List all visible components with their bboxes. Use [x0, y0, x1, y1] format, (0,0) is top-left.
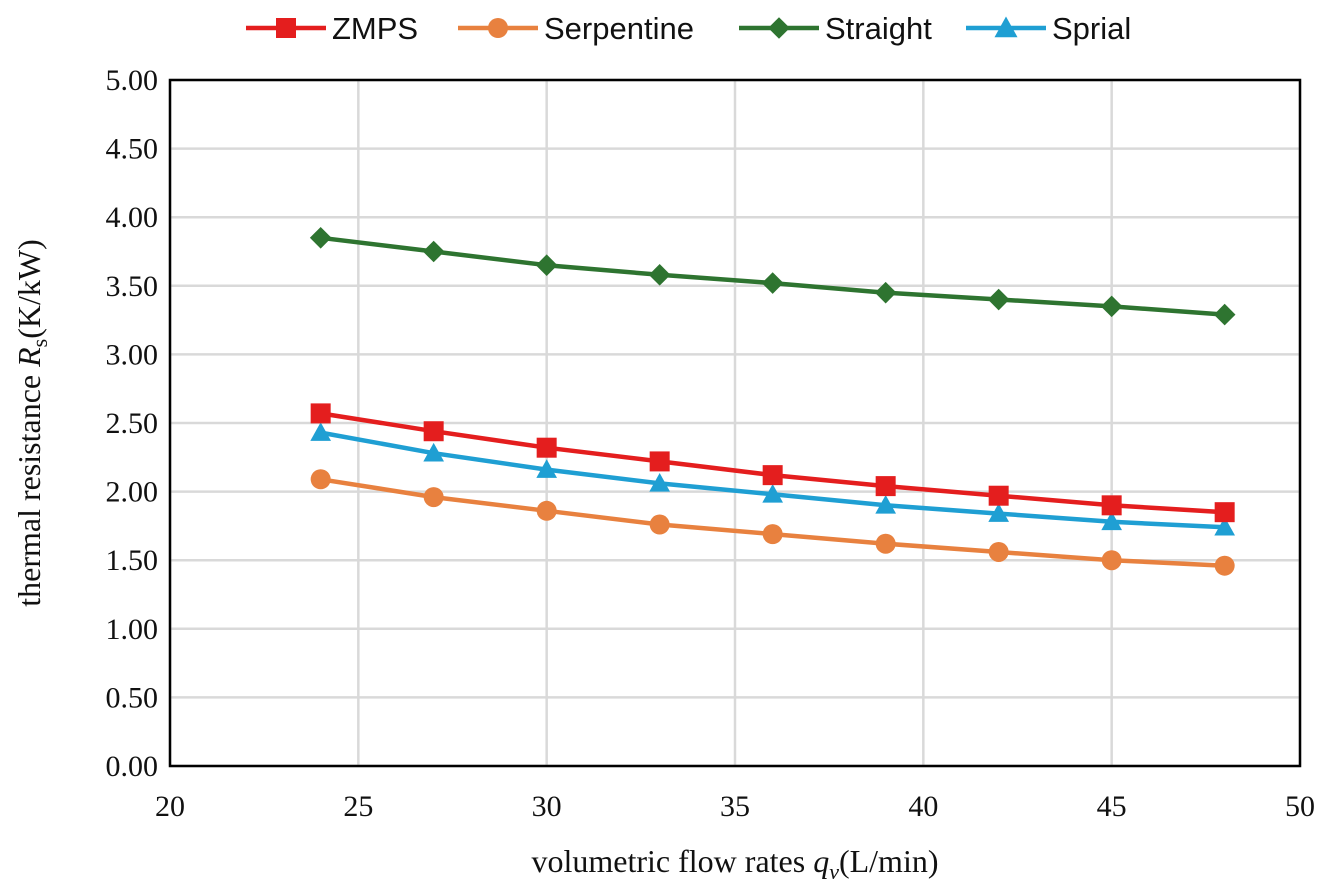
- legend-label: Serpentine: [544, 11, 694, 46]
- x-tick-label: 30: [532, 790, 562, 823]
- data-point: [1100, 295, 1123, 318]
- legend-swatch-marker: [276, 18, 296, 38]
- y-axis-ticks: 0.00 0.50 1.00 1.50 2.00 2.50 3.00 3.50 4.00 4.50…: [106, 64, 159, 783]
- data-point: [649, 514, 670, 535]
- y-tick-label: 3.50: [106, 270, 159, 303]
- data-point: [1101, 495, 1122, 516]
- x-tick-label: 40: [908, 790, 938, 823]
- y-tick-label: 0.00: [106, 750, 159, 783]
- data-point: [988, 485, 1009, 506]
- data-point: [1213, 303, 1236, 326]
- data-point: [422, 240, 445, 263]
- data-point: [762, 465, 783, 486]
- y-tick-label: 1.50: [106, 544, 159, 577]
- y-tick-label: 0.50: [106, 681, 159, 714]
- series-serpentine: [310, 469, 1235, 576]
- data-point: [1214, 555, 1235, 576]
- legend-item-straight: Straight: [739, 11, 932, 46]
- x-axis-title-sub: v: [829, 859, 839, 884]
- data-point: [423, 487, 444, 508]
- data-point: [987, 288, 1010, 311]
- y-tick-label: 4.00: [106, 201, 159, 234]
- data-point: [988, 503, 1010, 522]
- legend-swatch-marker: [488, 18, 508, 38]
- data-point: [762, 524, 783, 545]
- data-point: [423, 421, 444, 442]
- y-axis-title-sub: s: [27, 339, 52, 348]
- y-tick-label: 2.00: [106, 476, 159, 509]
- y-axis-title-suffix: (K/kW): [11, 239, 47, 339]
- y-axis-title-var: R: [11, 347, 47, 368]
- x-axis-title-var: q: [813, 843, 829, 879]
- y-tick-label: 4.50: [106, 133, 159, 166]
- data-point: [649, 473, 671, 492]
- data-point: [648, 264, 671, 286]
- data-point: [423, 442, 445, 462]
- data-point: [536, 500, 557, 521]
- data-point: [875, 494, 897, 514]
- y-tick-label: 1.00: [106, 613, 159, 646]
- legend-swatch-marker: [994, 16, 1018, 38]
- legend-item-zmps: ZMPS: [246, 11, 418, 46]
- x-tick-label: 50: [1285, 790, 1315, 823]
- grid-lines: [168, 78, 1302, 768]
- y-tick-label: 3.00: [106, 338, 159, 371]
- data-point: [1101, 511, 1123, 531]
- y-axis-title: thermal resistance Rs(K/kW): [11, 239, 52, 607]
- x-axis-ticks: 20 25 30 35 40 45 50: [155, 790, 1315, 823]
- x-tick-label: 45: [1097, 790, 1127, 823]
- data-point: [535, 254, 558, 277]
- y-axis-title-prefix: thermal resistance: [11, 367, 47, 607]
- legend-label: ZMPS: [332, 11, 418, 46]
- data-point: [761, 272, 784, 294]
- plot-area-frame: [168, 78, 1302, 768]
- data-point: [536, 437, 557, 458]
- x-tick-label: 25: [343, 790, 373, 823]
- data-point: [310, 403, 331, 424]
- legend-label: Straight: [825, 11, 932, 46]
- y-tick-label: 5.00: [106, 64, 159, 97]
- data-point: [649, 451, 670, 472]
- x-tick-label: 20: [155, 790, 185, 823]
- x-tick-label: 35: [720, 790, 750, 823]
- data-point: [1214, 502, 1235, 523]
- legend-swatch-marker: [768, 17, 790, 39]
- legend-item-sprial: Sprial: [966, 11, 1131, 46]
- data-point: [1214, 516, 1236, 536]
- data-point: [1101, 550, 1122, 571]
- series-sprial: [310, 422, 1236, 536]
- data-point: [875, 476, 896, 497]
- legend-item-serpentine: Serpentine: [458, 11, 694, 46]
- data-point: [875, 533, 896, 554]
- data-point: [536, 459, 558, 478]
- data-point: [309, 226, 332, 249]
- series-zmps: [310, 403, 1235, 523]
- series-layer: [309, 226, 1236, 576]
- y-tick-label: 2.50: [106, 407, 159, 440]
- legend-label: Sprial: [1052, 11, 1131, 46]
- x-axis-title-suffix: (L/min): [839, 843, 939, 879]
- data-point: [874, 281, 897, 304]
- data-point: [310, 422, 332, 441]
- data-point: [762, 483, 784, 503]
- data-point: [988, 541, 1009, 562]
- legend: ZMPS Serpentine Straight Sprial: [246, 11, 1131, 46]
- series-straight: [309, 226, 1236, 326]
- data-point: [310, 469, 331, 490]
- x-axis-title: volumetric flow rates qv(L/min): [532, 843, 939, 884]
- x-axis-title-prefix: volumetric flow rates: [532, 843, 814, 879]
